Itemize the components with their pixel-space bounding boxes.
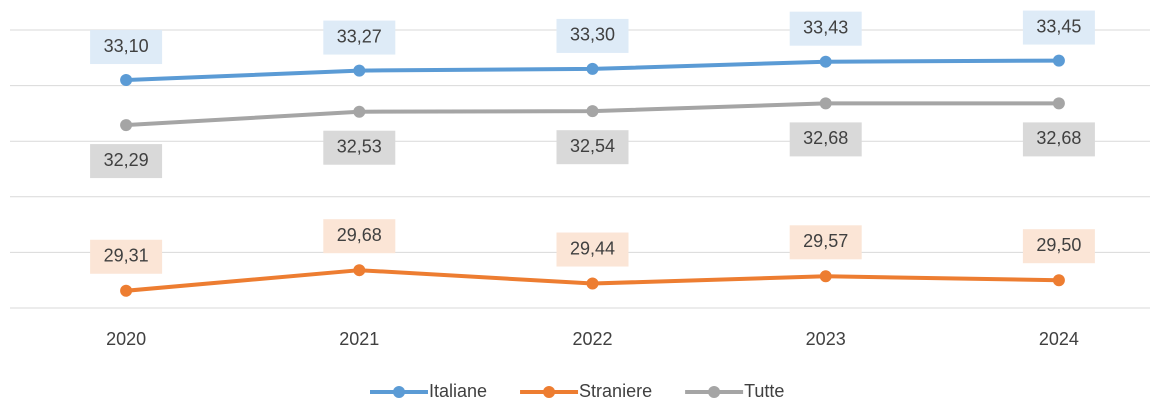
label-box xyxy=(323,130,396,165)
label-box xyxy=(1022,229,1095,264)
label-box xyxy=(789,11,862,46)
marker xyxy=(120,74,133,87)
label-box xyxy=(323,219,396,254)
legend-label: Straniere xyxy=(579,381,652,401)
label-box xyxy=(789,225,862,260)
data-label: 33,27 xyxy=(337,26,382,46)
x-tick-label: 2020 xyxy=(106,329,146,349)
x-tick-label: 2023 xyxy=(806,329,846,349)
marker xyxy=(819,270,832,283)
marker xyxy=(1052,274,1065,287)
data-label: 33,30 xyxy=(570,25,615,45)
data-label: 32,68 xyxy=(803,128,848,148)
x-tick-label: 2024 xyxy=(1039,329,1079,349)
data-label: 32,53 xyxy=(337,136,382,156)
legend-marker xyxy=(543,386,556,398)
data-label: 32,54 xyxy=(570,136,615,156)
x-tick-label: 2022 xyxy=(572,329,612,349)
data-label: 29,44 xyxy=(570,238,615,258)
x-tick-label: 2021 xyxy=(339,329,379,349)
data-label: 33,45 xyxy=(1036,16,1081,36)
marker xyxy=(1052,54,1065,67)
label-box xyxy=(90,239,163,274)
label-box xyxy=(556,130,629,165)
label-box xyxy=(1022,122,1095,157)
legend-label: Italiane xyxy=(429,381,487,401)
marker xyxy=(819,97,832,110)
marker xyxy=(819,55,832,68)
marker xyxy=(586,62,599,75)
label-box xyxy=(90,30,163,65)
data-label: 32,68 xyxy=(1036,128,1081,148)
data-label: 29,68 xyxy=(337,225,382,245)
label-box xyxy=(323,20,396,55)
marker xyxy=(353,105,366,118)
marker xyxy=(120,119,133,132)
marker xyxy=(120,284,133,297)
marker xyxy=(586,277,599,290)
data-label: 29,31 xyxy=(104,246,149,266)
label-box xyxy=(556,18,629,53)
label-box xyxy=(556,232,629,267)
data-label: 29,57 xyxy=(803,231,848,251)
marker xyxy=(353,264,366,277)
data-label: 33,43 xyxy=(803,17,848,37)
legend-marker xyxy=(393,386,405,398)
marker xyxy=(1052,97,1065,110)
marker xyxy=(586,105,599,118)
data-label: 32,29 xyxy=(104,150,149,170)
data-label: 33,10 xyxy=(104,36,149,56)
label-box xyxy=(789,122,862,157)
marker xyxy=(353,64,366,77)
data-label: 29,50 xyxy=(1036,235,1081,255)
legend-marker xyxy=(708,386,721,398)
label-box xyxy=(1022,10,1095,45)
label-box xyxy=(90,144,163,179)
legend-label: Tutte xyxy=(744,381,784,401)
